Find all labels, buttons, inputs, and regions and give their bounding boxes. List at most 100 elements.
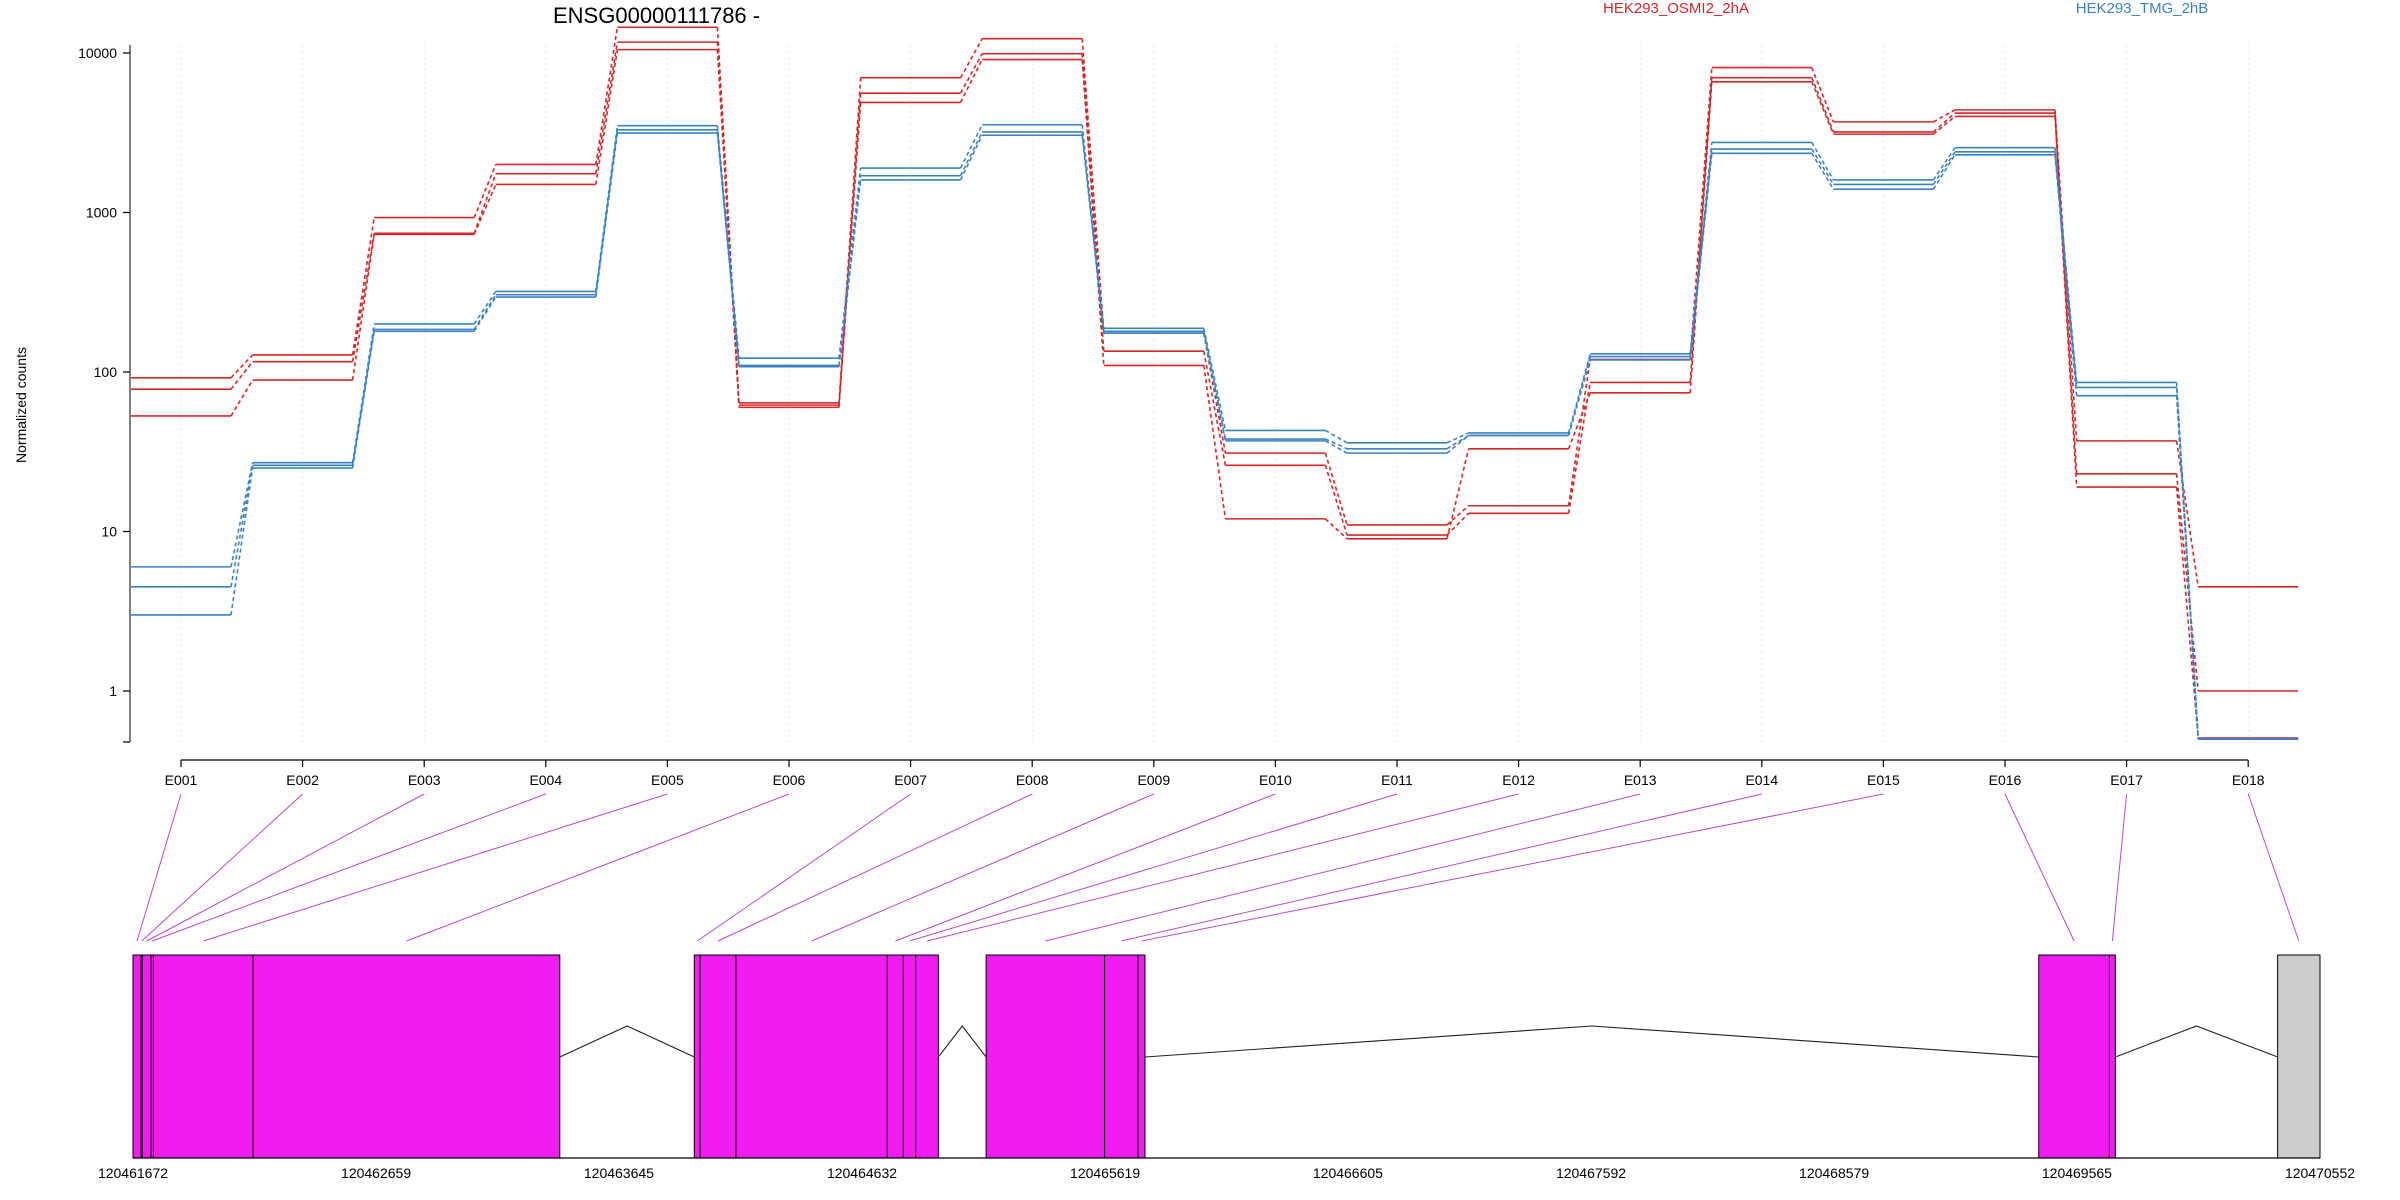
exon-E006 — [252, 954, 561, 1159]
count-connector — [838, 175, 862, 366]
connector-E008 — [717, 793, 1033, 942]
count-connector — [230, 467, 254, 616]
exon-E014 — [1104, 954, 1139, 1159]
count-connector — [2054, 109, 2078, 441]
connector-E010 — [895, 793, 1276, 942]
count-connector — [1567, 382, 1591, 514]
y-tick-label: 10 — [101, 524, 117, 540]
y-axis-title: Normalized counts — [13, 347, 29, 463]
count-connector — [716, 129, 740, 366]
x-tick-label: E007 — [894, 772, 927, 788]
count-connector — [959, 134, 983, 181]
count-connector — [1446, 505, 1470, 526]
count-connector — [1932, 112, 1956, 133]
count-connector — [351, 329, 375, 466]
coordinate-label: 120469565 — [2042, 1165, 2112, 1181]
exon-E008 — [699, 954, 737, 1159]
connector-E001 — [136, 793, 182, 942]
series-HEK293_OSMI2_2hA — [131, 48, 2299, 739]
coordinate-label: 120467592 — [1556, 1165, 1626, 1181]
count-connector — [1081, 135, 1105, 334]
count-connector — [595, 27, 619, 165]
x-tick-label: E005 — [651, 772, 684, 788]
count-connector — [959, 38, 983, 79]
x-axis: E001 E002 E003 E004 E005 E006 E007 E008 E009 E010… — [165, 759, 2265, 788]
x-tick-label: E010 — [1259, 772, 1292, 788]
count-connector — [1325, 438, 1348, 450]
x-tick-label: E015 — [1867, 772, 1900, 788]
count-connector — [1567, 359, 1591, 506]
count-connector — [595, 49, 619, 185]
vertical-grid — [180, 45, 2249, 742]
count-connector — [1811, 81, 1835, 135]
exon-E003 — [141, 954, 152, 1159]
exon-E017 — [2108, 954, 2116, 1159]
count-connector — [1446, 448, 1470, 539]
count-connector — [1324, 518, 1348, 540]
gene-model — [132, 954, 2321, 1159]
count-connector — [2175, 382, 2199, 740]
connector-E002 — [141, 793, 303, 942]
exon-E001 — [132, 954, 142, 1159]
count-connector — [1932, 115, 1956, 135]
count-connector — [1081, 59, 1105, 366]
count-connector — [1811, 67, 1835, 123]
connector-E003 — [146, 793, 425, 942]
count-connector — [1567, 392, 1591, 450]
count-connector — [1567, 359, 1591, 436]
x-tick-label: E012 — [1502, 772, 1535, 788]
connector-E017 — [2111, 793, 2128, 942]
count-connector — [1324, 465, 1348, 536]
coordinate-label: 120461672 — [98, 1165, 168, 1181]
connector-E005 — [203, 793, 668, 942]
count-connector — [716, 49, 740, 408]
coordinate-label: 120464632 — [827, 1165, 897, 1181]
count-connector — [959, 59, 983, 103]
exon-E018 — [2277, 954, 2321, 1159]
intron-line — [559, 1025, 695, 1058]
x-tick-label: E011 — [1381, 772, 1413, 788]
exon-E005 — [152, 954, 254, 1159]
exon-E010 — [886, 954, 904, 1159]
count-connector — [2175, 473, 2199, 692]
connector-E014 — [1121, 793, 1762, 942]
connector-E011 — [909, 793, 1398, 942]
count-connector — [473, 184, 497, 235]
count-connector — [1081, 38, 1105, 334]
count-connector — [1446, 512, 1470, 536]
coordinate-axis: 120461672 120462659 120463645 120464632 1204… — [98, 1157, 2355, 1181]
count-connector — [1203, 333, 1227, 442]
x-tick-label: E013 — [1624, 772, 1657, 788]
count-connector — [1203, 365, 1227, 519]
count-connector — [1324, 452, 1348, 526]
exon-E016 — [2038, 954, 2110, 1159]
connector-E012 — [926, 793, 1519, 942]
count-connector — [1689, 81, 1713, 393]
count-connector — [1446, 434, 1470, 454]
exon-E012 — [915, 954, 939, 1159]
count-connector — [1811, 77, 1835, 133]
intron-line — [937, 1025, 987, 1058]
y-tick-label: 100 — [94, 364, 118, 380]
connector-E016 — [2004, 793, 2075, 942]
exon-E009 — [735, 954, 888, 1159]
count-connector — [1446, 432, 1469, 444]
count-connector — [230, 361, 254, 390]
x-tick-label: E017 — [2110, 772, 2143, 788]
count-connector — [838, 77, 862, 403]
x-tick-label: E001 — [165, 772, 198, 788]
connector-E015 — [1141, 793, 1884, 942]
count-connector — [230, 462, 254, 568]
count-connector — [959, 53, 983, 94]
x-tick-label: E003 — [408, 772, 441, 788]
legend: HEK293_OSMI2_2hA HEK293_TMG_2hB — [1603, 0, 2208, 17]
count-connector — [1203, 331, 1227, 440]
x-tick-label: E006 — [773, 772, 806, 788]
series-HEK293_TMG_2hB — [131, 132, 2299, 740]
exon-E011 — [902, 954, 917, 1159]
exon-E013 — [985, 954, 1106, 1159]
count-connector — [1081, 131, 1105, 332]
x-tick-label: E014 — [1745, 772, 1778, 788]
connector-E018 — [2247, 793, 2300, 942]
